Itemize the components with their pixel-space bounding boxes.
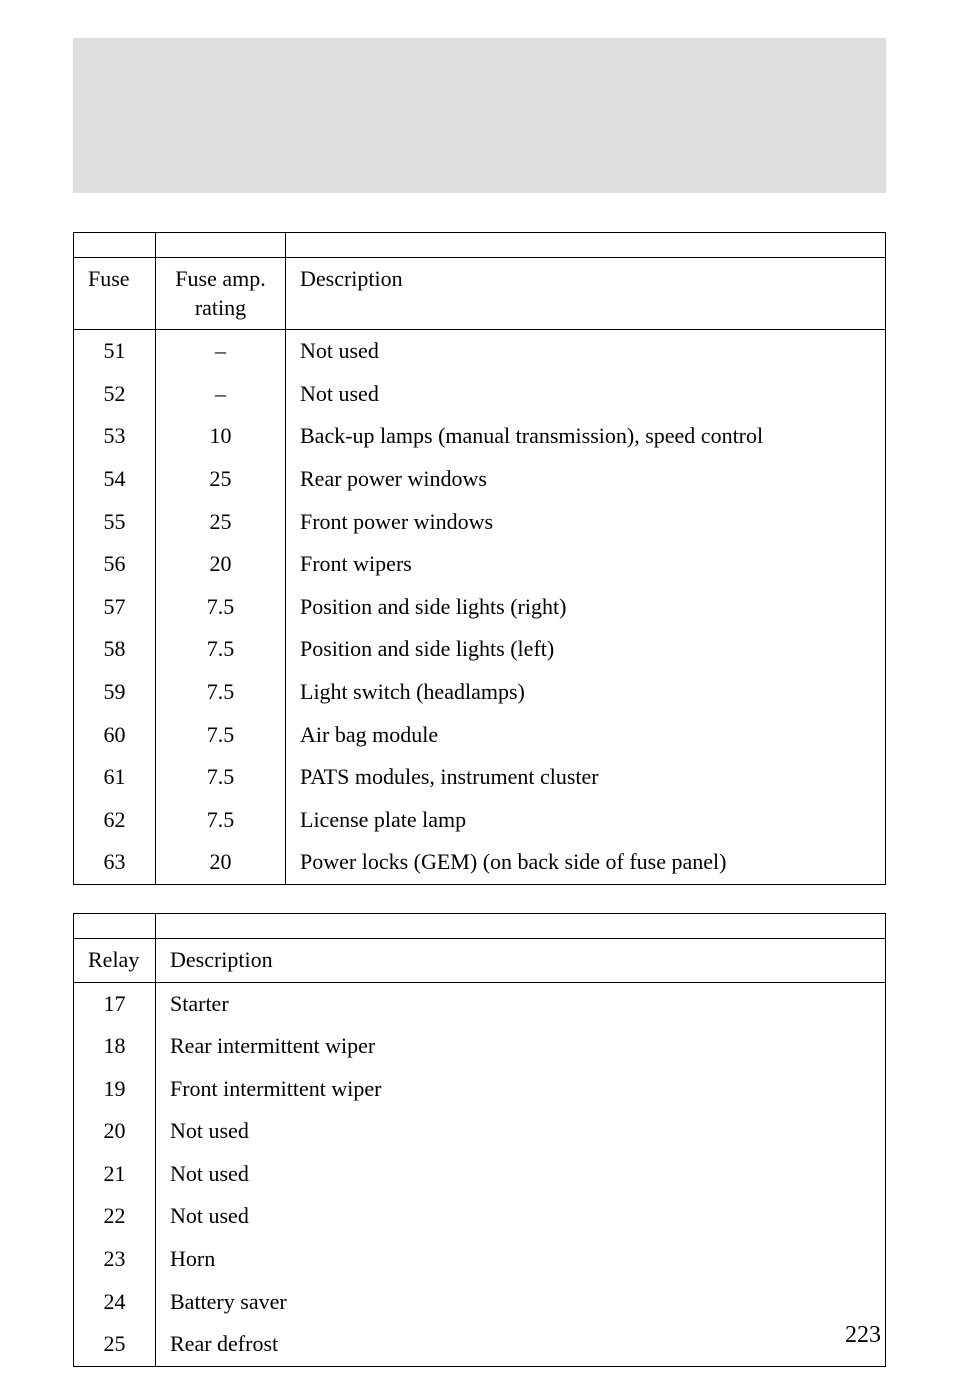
- table-row: 21Not used: [74, 1153, 886, 1196]
- rating-cell: 10: [156, 415, 286, 458]
- desc-cell: PATS modules, instrument cluster: [286, 756, 886, 799]
- desc-cell: Front wipers: [286, 543, 886, 586]
- fuse-cell: 57: [74, 586, 156, 629]
- desc-cell: Not used: [286, 330, 886, 373]
- relay-desc-cell: Not used: [156, 1110, 886, 1153]
- desc-cell: Rear power windows: [286, 458, 886, 501]
- desc-cell: Position and side lights (left): [286, 628, 886, 671]
- relay-cell: 25: [74, 1323, 156, 1366]
- relay-desc-cell: Not used: [156, 1195, 886, 1238]
- rating-cell: 7.5: [156, 799, 286, 842]
- relay-header: Relay: [74, 938, 156, 982]
- table-row: 5525Front power windows: [74, 501, 886, 544]
- page-content: Fuse Fuse amp. rating Description 51–Not…: [73, 232, 886, 1395]
- relay-desc-cell: Not used: [156, 1153, 886, 1196]
- rating-cell: 7.5: [156, 714, 286, 757]
- relay-desc-cell: Starter: [156, 982, 886, 1025]
- desc-header: Description: [286, 258, 886, 330]
- relay-desc-cell: Horn: [156, 1238, 886, 1281]
- rating-cell: 7.5: [156, 671, 286, 714]
- desc-cell: Front power windows: [286, 501, 886, 544]
- table-row: 597.5Light switch (headlamps): [74, 671, 886, 714]
- fuse-cell: 51: [74, 330, 156, 373]
- fuse-cell: 52: [74, 373, 156, 416]
- relay-cell: 21: [74, 1153, 156, 1196]
- table-row: 51–Not used: [74, 330, 886, 373]
- rating-header: Fuse amp. rating: [156, 258, 286, 330]
- desc-cell: Not used: [286, 373, 886, 416]
- rating-cell: 20: [156, 543, 286, 586]
- relay-table-header-row: Relay Description: [74, 938, 886, 982]
- desc-cell: Position and side lights (right): [286, 586, 886, 629]
- table-row: 24Battery saver: [74, 1281, 886, 1324]
- rating-cell: 20: [156, 841, 286, 884]
- fuse-cell: 53: [74, 415, 156, 458]
- fuse-cell: 56: [74, 543, 156, 586]
- page-header-block: [73, 38, 886, 193]
- relay-cell: 23: [74, 1238, 156, 1281]
- fuse-cell: 62: [74, 799, 156, 842]
- fuse-cell: 63: [74, 841, 156, 884]
- desc-cell: Air bag module: [286, 714, 886, 757]
- rating-cell: 7.5: [156, 628, 286, 671]
- relay-desc-cell: Front intermittent wiper: [156, 1068, 886, 1111]
- table-row: 5620Front wipers: [74, 543, 886, 586]
- table-row: 25Rear defrost: [74, 1323, 886, 1366]
- fuse-table-header-row: Fuse Fuse amp. rating Description: [74, 258, 886, 330]
- table-spacer-row: [74, 233, 886, 258]
- desc-cell: License plate lamp: [286, 799, 886, 842]
- fuse-cell: 58: [74, 628, 156, 671]
- fuse-cell: 59: [74, 671, 156, 714]
- rating-cell: 25: [156, 501, 286, 544]
- relay-desc-cell: Rear defrost: [156, 1323, 886, 1366]
- table-row: 607.5Air bag module: [74, 714, 886, 757]
- table-row: 577.5Position and side lights (right): [74, 586, 886, 629]
- relay-cell: 18: [74, 1025, 156, 1068]
- fuse-table: Fuse Fuse amp. rating Description 51–Not…: [73, 232, 886, 885]
- relay-cell: 22: [74, 1195, 156, 1238]
- table-row: 18Rear intermittent wiper: [74, 1025, 886, 1068]
- rating-cell: –: [156, 330, 286, 373]
- fuse-cell: 61: [74, 756, 156, 799]
- table-spacer-row: [74, 913, 886, 938]
- table-row: 5425Rear power windows: [74, 458, 886, 501]
- fuse-cell: 54: [74, 458, 156, 501]
- table-row: 19Front intermittent wiper: [74, 1068, 886, 1111]
- table-row: 627.5License plate lamp: [74, 799, 886, 842]
- table-row: 587.5Position and side lights (left): [74, 628, 886, 671]
- fuse-cell: 55: [74, 501, 156, 544]
- table-row: 20Not used: [74, 1110, 886, 1153]
- relay-cell: 20: [74, 1110, 156, 1153]
- desc-cell: Power locks (GEM) (on back side of fuse …: [286, 841, 886, 884]
- fuse-cell: 60: [74, 714, 156, 757]
- relay-cell: 17: [74, 982, 156, 1025]
- table-row: 17Starter: [74, 982, 886, 1025]
- rating-cell: 25: [156, 458, 286, 501]
- table-row: 6320Power locks (GEM) (on back side of f…: [74, 841, 886, 884]
- table-row: 22Not used: [74, 1195, 886, 1238]
- table-row: 23Horn: [74, 1238, 886, 1281]
- page-number: 223: [845, 1322, 881, 1349]
- desc-cell: Back-up lamps (manual transmission), spe…: [286, 415, 886, 458]
- table-row: 617.5PATS modules, instrument cluster: [74, 756, 886, 799]
- relay-desc-header: Description: [156, 938, 886, 982]
- rating-cell: 7.5: [156, 756, 286, 799]
- rating-cell: –: [156, 373, 286, 416]
- relay-cell: 19: [74, 1068, 156, 1111]
- relay-table: Relay Description 17Starter 18Rear inter…: [73, 913, 886, 1367]
- table-row: 52–Not used: [74, 373, 886, 416]
- relay-cell: 24: [74, 1281, 156, 1324]
- rating-cell: 7.5: [156, 586, 286, 629]
- desc-cell: Light switch (headlamps): [286, 671, 886, 714]
- relay-desc-cell: Rear intermittent wiper: [156, 1025, 886, 1068]
- fuse-header: Fuse: [74, 258, 156, 330]
- relay-desc-cell: Battery saver: [156, 1281, 886, 1324]
- table-row: 5310Back-up lamps (manual transmission),…: [74, 415, 886, 458]
